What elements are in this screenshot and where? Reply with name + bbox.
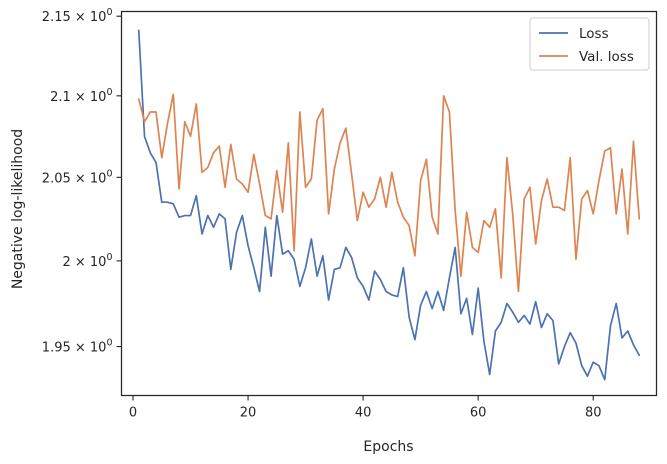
legend-label-loss: Loss: [579, 26, 609, 42]
y-tick-label: 1.95 × 100: [42, 338, 113, 356]
y-tick-label: 2.15 × 100: [42, 7, 113, 25]
y-tick-mantissa: 2.05: [42, 171, 75, 186]
y-tick-exponent: 0: [106, 7, 112, 18]
x-axis: 0 20 40 60 80: [129, 395, 602, 421]
y-tick-base: 10: [90, 341, 107, 356]
y-tick-times: ×: [75, 10, 90, 25]
y-tick-label: 2 × 100: [62, 252, 112, 270]
y-tick-base: 10: [90, 255, 107, 270]
y-tick-base: 10: [90, 10, 107, 25]
plot-series: [137, 29, 641, 381]
x-axis-label: Epochs: [363, 439, 413, 455]
y-tick-mantissa: 1.95: [42, 341, 75, 356]
x-tick-label: 40: [355, 406, 372, 421]
y-tick-mantissa: 2.1: [50, 90, 75, 105]
y-tick-base: 10: [90, 90, 107, 105]
y-tick-mantissa: 2: [62, 255, 74, 270]
x-tick-label: 0: [129, 406, 137, 421]
y-tick-times: ×: [75, 90, 90, 105]
y-tick-times: ×: [75, 255, 90, 270]
y-tick-mantissa: 2.15: [42, 10, 75, 25]
y-tick-times: ×: [75, 171, 90, 186]
y-axis-label: Negative log-likelihood: [10, 129, 26, 289]
y-tick-label: 2.1 × 100: [50, 87, 112, 105]
y-tick-base: 10: [90, 171, 107, 186]
x-tick-label: 80: [585, 406, 602, 421]
y-tick-exponent: 0: [106, 87, 112, 98]
y-tick-label: 2.05 × 100: [42, 168, 113, 186]
series-line-val-loss: [137, 93, 641, 293]
plot-frame: [120, 10, 658, 397]
y-tick-exponent: 0: [106, 338, 112, 349]
y-tick-times: ×: [75, 341, 90, 356]
legend: Loss Val. loss: [529, 17, 650, 71]
y-tick-exponent: 0: [106, 252, 112, 263]
legend-label-val-loss: Val. loss: [579, 49, 634, 65]
y-tick-exponent: 0: [106, 168, 112, 179]
x-tick-label: 60: [470, 406, 487, 421]
legend-box: [529, 17, 650, 71]
x-tick-label: 20: [240, 406, 257, 421]
series-line-loss: [137, 29, 641, 381]
